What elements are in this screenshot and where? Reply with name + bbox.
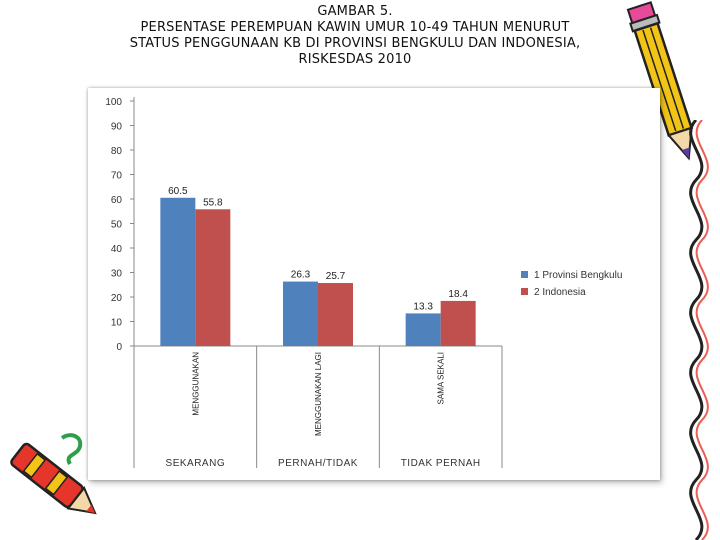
y-tick-label: 30 [111,269,123,280]
bar-bengkulu-3 [405,313,441,346]
bar-chart: 0 10 20 30 40 50 60 70 80 90 100 60.5 55.8 MENGGUNAK… [105,97,622,469]
y-tick-label: 20 [111,293,123,304]
title-line-2: PERSENTASE PEREMPUAN KAWIN UMUR 10-49 TA… [140,20,570,35]
y-tick-label: 40 [111,244,123,255]
bar-bengkulu-1 [160,197,196,346]
bar-indonesia-2 [318,283,353,346]
squiggle-decoration-icon [689,120,709,540]
pencil-icon [626,1,694,161]
y-tick-label: 10 [111,318,123,329]
category-label: MENGGUNAKAN [191,352,200,416]
category-group-label: PERNAH/TIDAK [278,458,358,469]
y-tick-label: 60 [111,195,123,206]
legend-swatch [521,271,528,278]
title-line-1: GAMBAR 5. [317,4,393,19]
y-tick-label: 70 [111,171,123,182]
title-line-4: RISKESDAS 2010 [298,52,412,67]
title-line-3: STATUS PENGGUNAAN KB DI PROVINSI BENGKUL… [129,36,581,51]
data-label: 25.7 [326,271,346,282]
y-tick-label: 100 [105,97,122,108]
legend-label: 2 Indonesia [534,287,586,298]
data-label: 26.3 [291,270,311,281]
crayon-icon [10,433,97,515]
bar-indonesia-3 [440,300,476,346]
y-tick-label: 50 [111,220,123,231]
data-label: 55.8 [203,197,223,208]
y-tick-label: 80 [111,146,123,157]
data-label: 18.4 [448,289,468,300]
legend-swatch [521,288,528,295]
category-group-label: SEKARANG [166,458,226,469]
category-label: MENGGUNAKAN LAGI [314,352,323,436]
category-group-label: TIDAK PERNAH [401,458,481,469]
chart-title: GAMBAR 5. PERSENTASE PEREMPUAN KAWIN UMU… [80,4,630,68]
y-tick-label: 0 [116,342,122,353]
chart-area: 0 10 20 30 40 50 60 70 80 90 100 60.5 55.8 MENGGUNAK… [88,88,660,480]
data-label: 13.3 [413,301,433,312]
y-tick-label: 90 [111,122,123,133]
legend-label: 1 Provinsi Bengkulu [534,270,622,281]
category-label: SAMA SEKALI [437,352,446,404]
bar-bengkulu-2 [283,281,318,346]
data-label: 60.5 [168,186,188,197]
bar-indonesia-1 [195,209,231,346]
